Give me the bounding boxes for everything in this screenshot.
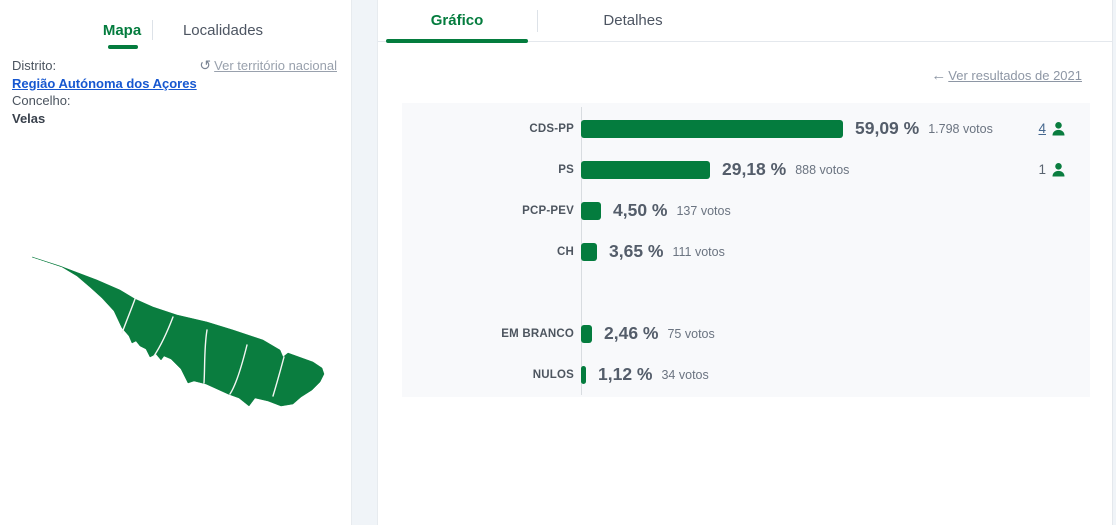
left-arrow-icon: ← bbox=[931, 67, 947, 84]
chart-row: CH 3,65 % 111 votos bbox=[402, 231, 1090, 272]
district-label: Distrito: bbox=[12, 58, 57, 73]
percent-value: 4,50 % bbox=[613, 200, 668, 220]
island-shape[interactable] bbox=[31, 256, 325, 407]
tab-detalhes[interactable]: Detalhes bbox=[603, 12, 663, 29]
party-label: CH bbox=[556, 245, 574, 258]
map-panel: Mapa Localidades Distrito: ↺ Ver territór… bbox=[0, 0, 352, 525]
party-label: PCP-PEV bbox=[522, 204, 574, 217]
percent-value: 3,65 % bbox=[609, 241, 664, 261]
party-bar bbox=[581, 201, 601, 220]
chart-rows: CDS-PP 59,09 % 1.798 votos 4 PS 29,18 % … bbox=[402, 108, 1090, 395]
left-tabs: Mapa Localidades bbox=[0, 15, 351, 49]
person-icon bbox=[1052, 122, 1065, 136]
chart-row: PS 29,18 % 888 votos 1 bbox=[402, 149, 1090, 190]
tab-mapa[interactable]: Mapa bbox=[92, 21, 152, 49]
percent-value: 29,18 % bbox=[722, 159, 787, 179]
chart-row: EM BRANCO 2,46 % 75 votos bbox=[402, 313, 1090, 354]
party-label: NULOS bbox=[532, 368, 574, 381]
municipality-label: Concelho: bbox=[12, 93, 71, 108]
chart-row: CDS-PP 59,09 % 1.798 votos 4 bbox=[402, 108, 1090, 149]
reset-territory-label: Ver território nacional bbox=[214, 58, 337, 73]
parish-boundary bbox=[153, 316, 174, 357]
tab-grafico[interactable]: Gráfico bbox=[430, 12, 484, 29]
party-bar bbox=[581, 119, 843, 138]
party-label: EM BRANCO bbox=[501, 327, 574, 340]
scrollbar-track[interactable] bbox=[1112, 0, 1116, 525]
reset-territory-link[interactable]: ↺ Ver território nacional bbox=[199, 57, 337, 75]
percent-value: 1,12 % bbox=[598, 364, 653, 384]
tab-divider bbox=[537, 9, 538, 32]
votes-value: 111 votos bbox=[672, 244, 725, 259]
percent-value: 2,46 % bbox=[604, 323, 659, 343]
previous-results-link[interactable]: ← Ver resultados de 2021 bbox=[931, 67, 1082, 84]
panel-gutter bbox=[352, 0, 377, 525]
person-icon bbox=[1052, 163, 1065, 177]
chart-row: NULOS 1,12 % 34 votos bbox=[402, 354, 1090, 395]
tab-mapa-label: Mapa bbox=[102, 21, 142, 39]
municipality-value: Velas bbox=[12, 110, 46, 126]
mandates-count: 1 bbox=[1038, 162, 1046, 177]
results-panel: Gráfico Detalhes ← Ver resultados de 2021… bbox=[377, 0, 1112, 525]
active-tab-indicator bbox=[108, 44, 138, 49]
votes-value: 137 votos bbox=[676, 203, 731, 218]
mandates-link[interactable]: 4 bbox=[1038, 121, 1046, 136]
party-bar bbox=[581, 160, 710, 179]
right-tabs: Gráfico Detalhes bbox=[378, 0, 1112, 43]
chart-row: PCP-PEV 4,50 % 137 votos bbox=[402, 190, 1090, 231]
previous-results-label: Ver resultados de 2021 bbox=[948, 68, 1082, 83]
tab-localidades[interactable]: Localidades bbox=[182, 21, 264, 39]
parish-boundary bbox=[121, 298, 136, 334]
undo-icon: ↺ bbox=[199, 57, 212, 73]
party-bar bbox=[581, 365, 586, 384]
mandates: 4 bbox=[1038, 121, 1066, 136]
location-info: Distrito: ↺ Ver território nacional Regiã… bbox=[12, 57, 337, 127]
parish-boundary bbox=[229, 344, 248, 395]
party-label: PS bbox=[558, 163, 574, 176]
sao-jorge-island-map[interactable] bbox=[22, 250, 332, 415]
percent-value: 59,09 % bbox=[855, 118, 920, 138]
active-tab-indicator bbox=[386, 39, 528, 43]
votes-value: 1.798 votos bbox=[928, 121, 993, 136]
votes-value: 75 votos bbox=[667, 326, 715, 341]
mandates: 1 bbox=[1038, 162, 1066, 177]
party-bar bbox=[581, 242, 597, 261]
chart-row-spacer bbox=[402, 272, 1090, 313]
votes-value: 34 votos bbox=[661, 367, 709, 382]
parish-boundary bbox=[203, 329, 208, 384]
district-link[interactable]: Região Autónoma dos Açores bbox=[12, 75, 197, 91]
party-bar bbox=[581, 324, 592, 343]
tab-divider bbox=[152, 20, 153, 40]
parish-boundary bbox=[272, 356, 285, 397]
votes-value: 888 votos bbox=[795, 162, 850, 177]
results-bar-chart: CDS-PP 59,09 % 1.798 votos 4 PS 29,18 % … bbox=[402, 103, 1090, 397]
party-label: CDS-PP bbox=[529, 122, 574, 135]
